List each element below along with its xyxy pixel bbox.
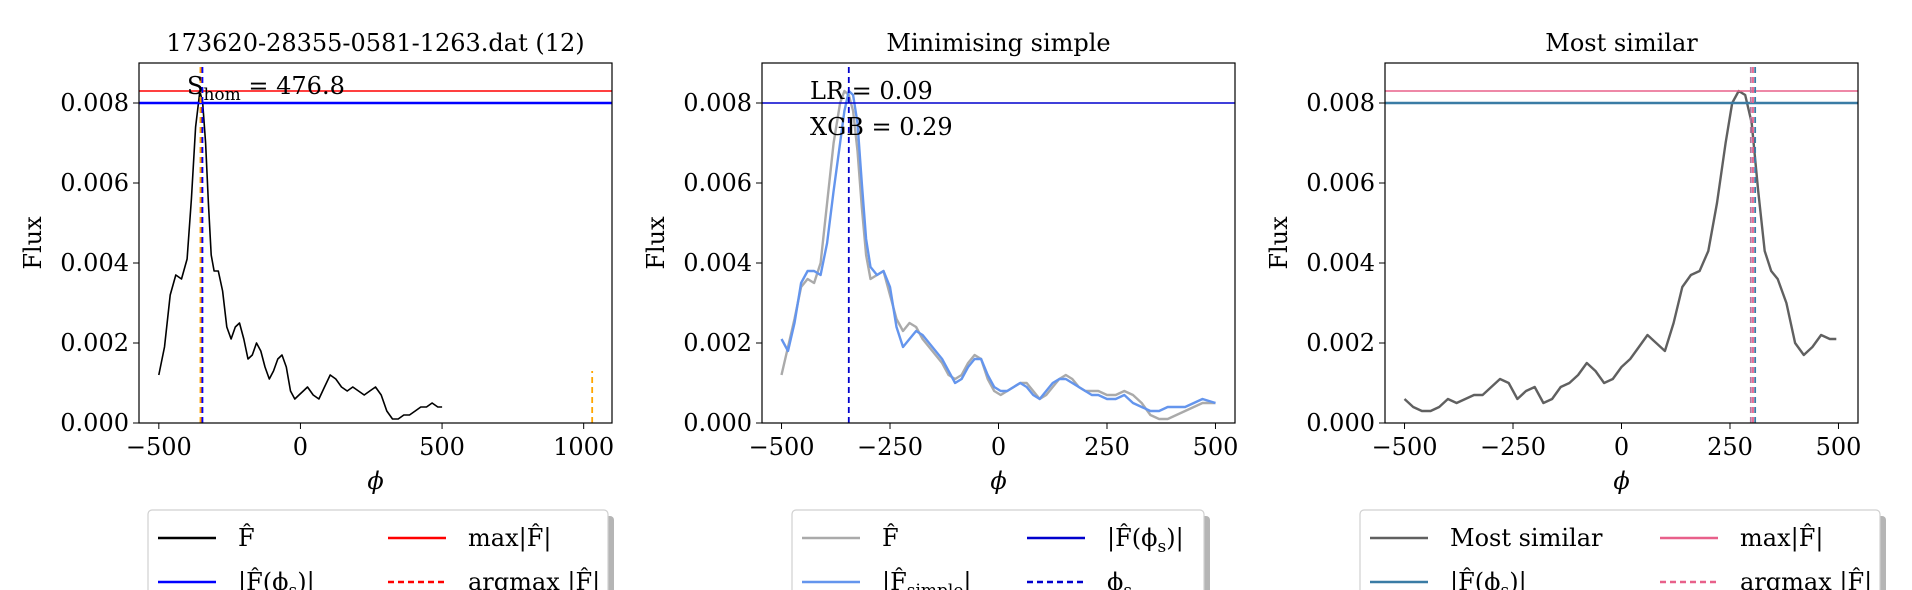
chart-panel-2: 0.000 0.002 0.004 0.006 0.008 −500 −250 0 250 500… xyxy=(642,29,1238,590)
y-tick-label: 0.000 xyxy=(1306,409,1375,437)
legend-label-1: F̂ xyxy=(238,524,255,552)
y-tick-label: 0.000 xyxy=(60,409,129,437)
y-tick-label: 0.004 xyxy=(60,249,129,277)
legend: F̂ max|F̂| |F̂(ϕs)| argmax |F̂| xyxy=(147,509,614,590)
chart-title: Most similar xyxy=(1545,29,1698,57)
legend-label-3: |F̂(ϕs)| xyxy=(238,568,315,590)
axes-frame xyxy=(138,62,613,424)
x-tick-label: −500 xyxy=(1372,433,1438,461)
y-tick-label: 0.006 xyxy=(1306,169,1375,197)
y-tick-label: 0.008 xyxy=(60,89,129,117)
y-tick-label: 0.006 xyxy=(60,169,129,197)
legend-label-3: |F̂(ϕs)| xyxy=(1450,568,1527,590)
x-tick-label: 0 xyxy=(991,433,1006,461)
legend-box xyxy=(1359,509,1881,590)
legend-label-2: |F̂(ϕs)| xyxy=(1107,524,1184,557)
legend-label-4: argmax |F̂| xyxy=(468,568,600,590)
legend-label-2: max|F̂| xyxy=(1740,524,1823,553)
annotation-2: XGB = 0.29 xyxy=(810,113,953,141)
x-axis-label: ϕ xyxy=(1613,467,1629,495)
x-tick-label: −500 xyxy=(749,433,815,461)
x-tick-label: 500 xyxy=(1816,433,1862,461)
legend-label-1: F̂ xyxy=(882,524,899,552)
annotation-1: Shom = 476.8 xyxy=(187,72,345,105)
x-tick-label: 1000 xyxy=(553,433,614,461)
series-line-1 xyxy=(1403,89,1837,413)
series-line-1 xyxy=(158,90,443,420)
x-tick-label: −500 xyxy=(126,433,192,461)
y-tick-label: 0.002 xyxy=(60,329,129,357)
legend-box xyxy=(147,509,609,590)
y-tick-label: 0.008 xyxy=(1306,89,1375,117)
plot-area xyxy=(1385,63,1858,423)
y-tick-label: 0.002 xyxy=(683,329,752,357)
x-tick-label: 500 xyxy=(1193,433,1239,461)
plot-area xyxy=(762,63,1235,423)
legend: F̂ |F̂(ϕs)| |F̂simple| ϕs xyxy=(791,509,1210,590)
y-tick-label: 0.004 xyxy=(1306,249,1375,277)
x-tick-label: 500 xyxy=(419,433,465,461)
annotation-1: LR = 0.09 xyxy=(810,77,933,105)
y-tick-label: 0.004 xyxy=(683,249,752,277)
series-line-2 xyxy=(780,89,1216,413)
legend-box xyxy=(791,509,1205,590)
x-axis-label: ϕ xyxy=(367,467,383,495)
y-tick-label: 0.006 xyxy=(683,169,752,197)
y-axis-label: Flux xyxy=(19,216,47,270)
legend: Most similar max|F̂| |F̂(ϕs)| argmax |F̂| xyxy=(1359,509,1886,590)
y-tick-label: 0.008 xyxy=(683,89,752,117)
x-tick-label: −250 xyxy=(857,433,923,461)
x-axis-label: ϕ xyxy=(990,467,1006,495)
legend-label-2: max|F̂| xyxy=(468,524,551,553)
x-tick-label: −250 xyxy=(1480,433,1546,461)
y-axis-label: Flux xyxy=(1265,216,1293,270)
chart-title: Minimising simple xyxy=(886,29,1110,57)
legend-label-4: ϕs xyxy=(1107,568,1132,590)
legend-label-4: argmax |F̂| xyxy=(1740,568,1872,590)
y-axis-label: Flux xyxy=(642,216,670,270)
chart-panel-3: 0.000 0.002 0.004 0.006 0.008 −500 −250 0 250 500… xyxy=(1265,29,1886,590)
y-tick-label: 0.002 xyxy=(1306,329,1375,357)
x-tick-label: 250 xyxy=(1707,433,1753,461)
y-tick-label: 0.000 xyxy=(683,409,752,437)
x-tick-label: 0 xyxy=(293,433,308,461)
legend-label-1: Most similar xyxy=(1450,524,1603,552)
chart-panel-1: 0.000 0.002 0.004 0.006 0.008 −500 0 500 1000 173… xyxy=(19,29,614,590)
x-tick-label: 0 xyxy=(1614,433,1629,461)
chart-title: 173620-28355-0581-1263.dat (12) xyxy=(166,29,584,57)
x-tick-label: 250 xyxy=(1084,433,1130,461)
legend-label-3: |F̂simple| xyxy=(882,568,972,590)
plot-area xyxy=(139,63,612,423)
